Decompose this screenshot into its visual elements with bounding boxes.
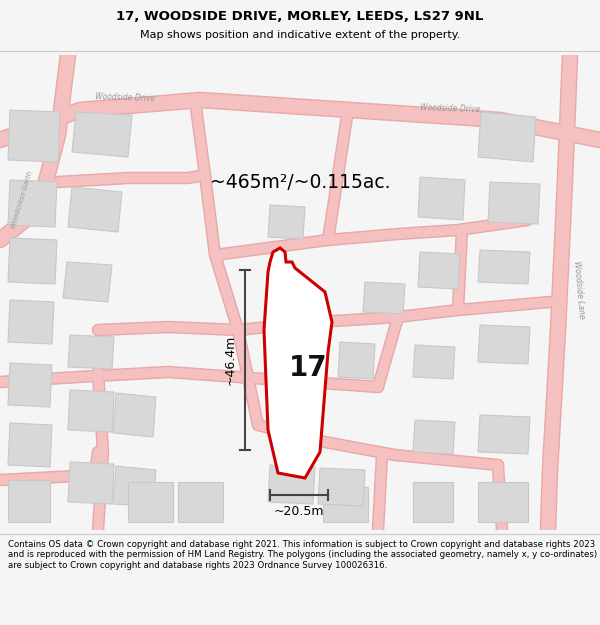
Polygon shape: [478, 112, 536, 162]
Polygon shape: [268, 340, 310, 374]
Polygon shape: [323, 487, 368, 522]
Polygon shape: [418, 252, 460, 289]
Polygon shape: [418, 177, 465, 220]
Polygon shape: [68, 390, 114, 432]
Polygon shape: [478, 250, 530, 284]
Polygon shape: [478, 325, 530, 364]
Polygon shape: [478, 482, 528, 522]
Polygon shape: [413, 345, 455, 379]
Polygon shape: [113, 393, 156, 437]
Polygon shape: [178, 482, 223, 522]
Polygon shape: [478, 415, 530, 454]
Text: Map shows position and indicative extent of the property.: Map shows position and indicative extent…: [140, 30, 460, 40]
Polygon shape: [8, 480, 50, 522]
Polygon shape: [264, 248, 332, 478]
Text: 17, WOODSIDE DRIVE, MORLEY, LEEDS, LS27 9NL: 17, WOODSIDE DRIVE, MORLEY, LEEDS, LS27 …: [116, 11, 484, 24]
Polygon shape: [268, 280, 310, 314]
Text: Woodside Drive: Woodside Drive: [95, 92, 155, 103]
Polygon shape: [488, 182, 540, 224]
Text: ~20.5m: ~20.5m: [274, 505, 324, 518]
Text: Contains OS data © Crown copyright and database right 2021. This information is : Contains OS data © Crown copyright and d…: [8, 540, 597, 570]
Text: ~46.4m: ~46.4m: [224, 335, 237, 385]
Polygon shape: [8, 110, 60, 162]
Polygon shape: [268, 399, 315, 437]
Polygon shape: [8, 423, 52, 467]
Polygon shape: [128, 482, 173, 522]
Polygon shape: [268, 205, 305, 239]
Text: Woodcross Garth: Woodcross Garth: [10, 171, 34, 229]
Polygon shape: [63, 262, 112, 302]
Polygon shape: [268, 465, 315, 504]
Polygon shape: [113, 466, 156, 506]
Polygon shape: [338, 342, 375, 379]
Polygon shape: [8, 238, 57, 284]
Polygon shape: [72, 112, 132, 157]
Polygon shape: [8, 300, 54, 344]
Polygon shape: [68, 462, 114, 504]
Text: Woodside Lane: Woodside Lane: [572, 261, 586, 319]
Polygon shape: [413, 420, 455, 454]
Polygon shape: [8, 363, 52, 407]
Polygon shape: [68, 187, 122, 232]
Polygon shape: [413, 482, 453, 522]
Polygon shape: [68, 335, 114, 369]
Text: ~465m²/~0.115ac.: ~465m²/~0.115ac.: [210, 173, 390, 191]
Text: 17: 17: [289, 354, 328, 382]
Polygon shape: [318, 468, 365, 506]
Polygon shape: [363, 282, 405, 314]
Text: Woodside Drive: Woodside Drive: [420, 103, 481, 114]
Polygon shape: [8, 180, 57, 227]
